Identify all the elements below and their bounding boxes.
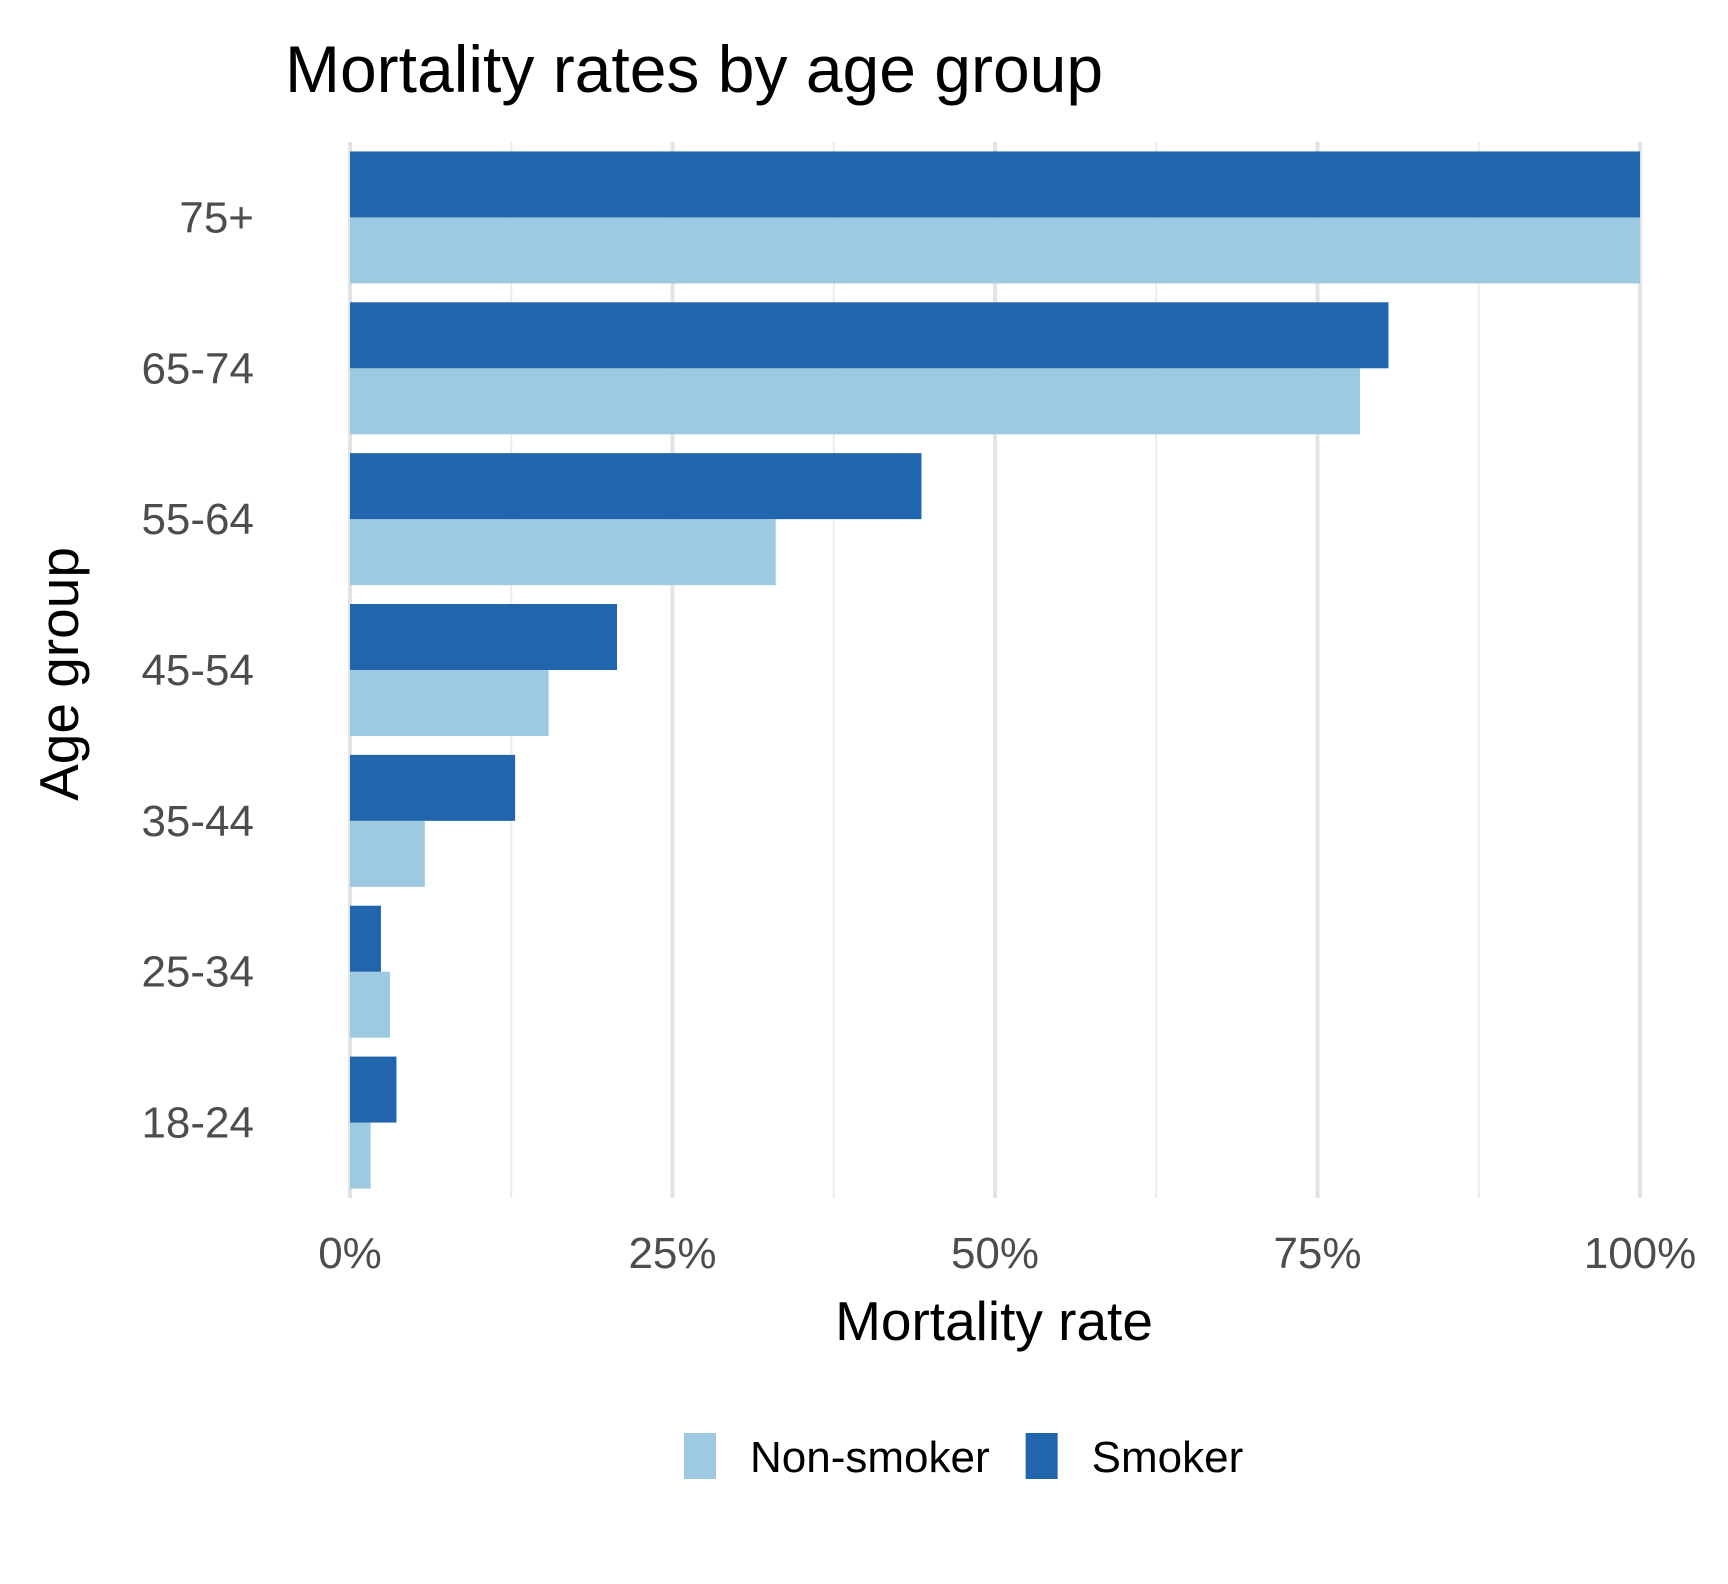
bar-non-smoker-55-64: [350, 519, 776, 586]
bar-smoker-65-74: [350, 302, 1389, 369]
bar-smoker-45-54: [350, 604, 618, 670]
x-tick-label: 100%: [1584, 1229, 1697, 1278]
y-tick-label: 45-54: [141, 646, 254, 695]
bar-smoker-18-24: [350, 1056, 397, 1123]
chart-title: Mortality rates by age group: [285, 32, 1103, 106]
y-tick-labels: 18-24 25-34 35-44 45-54 55-64 65-74 75+: [141, 193, 254, 1147]
bar-non-smoker-25-34: [350, 971, 390, 1038]
y-tick-label: 65-74: [141, 344, 254, 393]
bar-non-smoker-18-24: [350, 1122, 371, 1189]
y-tick-label: 75+: [179, 193, 254, 242]
legend-key-non-smoker: [684, 1433, 716, 1479]
y-tick-label: 25-34: [141, 948, 254, 997]
legend-label-smoker: Smoker: [1092, 1433, 1244, 1482]
legend-label-non-smoker: Non-smoker: [750, 1433, 990, 1482]
x-tick-label: 25%: [628, 1229, 716, 1278]
legend-key-smoker: [1025, 1433, 1058, 1479]
bar-smoker-35-44: [350, 754, 516, 821]
bar-non-smoker-45-54: [350, 670, 549, 736]
x-tick-labels: 0% 25% 50% 75% 100%: [318, 1229, 1696, 1278]
bar-non-smoker-65-74: [350, 368, 1361, 435]
x-axis-title: Mortality rate: [835, 1290, 1153, 1352]
x-tick-label: 75%: [1273, 1229, 1361, 1278]
bar-smoker-55-64: [350, 453, 922, 520]
bar-smoker-75+: [350, 151, 1640, 218]
x-tick-label: 0%: [318, 1229, 382, 1278]
y-tick-label: 18-24: [141, 1099, 254, 1148]
bar-non-smoker-35-44: [350, 820, 425, 887]
y-axis-title: Age group: [28, 547, 90, 801]
bars-layer: [350, 151, 1640, 1189]
legend: Non-smoker Smoker: [684, 1433, 1243, 1482]
y-tick-label: 55-64: [141, 495, 254, 544]
bar-non-smoker-75+: [350, 217, 1640, 284]
bar-smoker-25-34: [350, 905, 381, 972]
y-tick-label: 35-44: [141, 797, 254, 846]
x-tick-label: 50%: [951, 1229, 1039, 1278]
